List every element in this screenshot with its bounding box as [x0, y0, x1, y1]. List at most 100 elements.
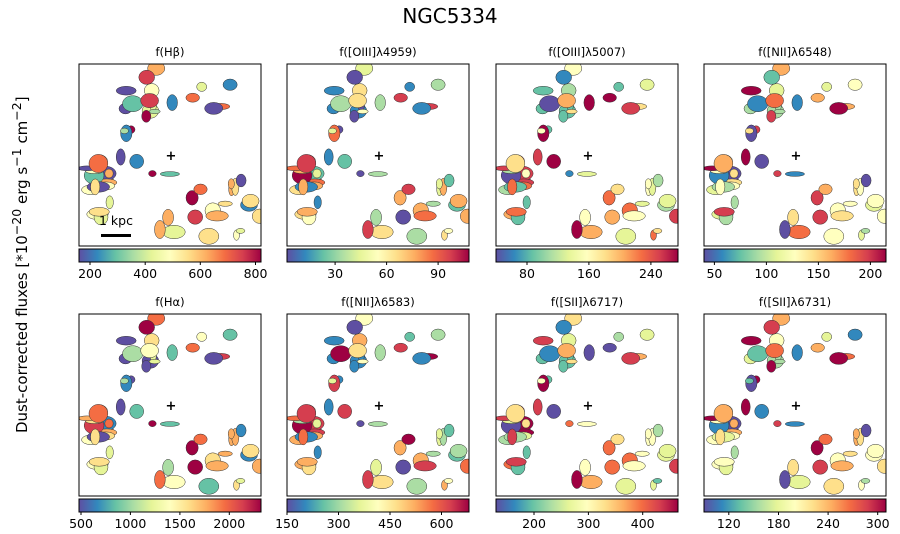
emission-region — [613, 331, 624, 342]
emission-region — [337, 154, 352, 169]
emission-region — [784, 421, 805, 427]
emission-region — [235, 423, 247, 438]
emission-region — [558, 110, 569, 123]
emission-region — [88, 404, 109, 423]
emission-region — [823, 478, 845, 495]
emission-region — [148, 109, 161, 114]
emission-region — [323, 86, 345, 96]
emission-region — [90, 178, 101, 196]
emission-region — [505, 207, 527, 217]
emission-region — [565, 170, 574, 177]
emission-region — [565, 109, 578, 114]
colorbar — [495, 498, 679, 513]
center-marker: + — [791, 399, 802, 414]
emission-region — [539, 95, 561, 112]
panel-title: f(Hα) — [155, 295, 184, 309]
emission-region — [847, 78, 863, 91]
emission-region — [576, 171, 597, 177]
emission-region — [435, 178, 443, 190]
emission-region — [330, 345, 352, 362]
emission-region — [555, 319, 572, 335]
emission-region — [652, 423, 664, 438]
emission-region — [669, 458, 678, 474]
emission-region — [356, 109, 369, 114]
emission-region — [565, 359, 578, 364]
emission-region — [241, 444, 260, 458]
emission-region — [193, 433, 208, 445]
emission-region — [791, 344, 803, 361]
colorbar-tick-label: 90 — [430, 266, 446, 281]
emission-region — [328, 127, 337, 134]
colorbar — [286, 248, 470, 263]
panel-title: f([SII]λ6731) — [759, 295, 831, 309]
emission-region — [312, 168, 322, 179]
emission-region — [621, 102, 641, 115]
emission-region — [507, 178, 518, 196]
emission-region — [821, 81, 832, 92]
emission-region — [652, 173, 664, 188]
emission-region — [148, 420, 157, 427]
emission-region — [532, 398, 543, 416]
emission-region — [779, 220, 791, 239]
panel-image — [496, 64, 678, 245]
emission-region — [818, 433, 833, 445]
emission-region — [602, 440, 616, 456]
emission-region — [187, 209, 203, 225]
panel-7: f([SII]λ6717) +200 300 400 — [495, 295, 679, 531]
emission-region — [555, 69, 572, 85]
panel-title: f(Hβ) — [155, 45, 184, 59]
emission-region — [193, 183, 208, 195]
panel-6: f([NII]λ6583) +150 300 450 600 — [275, 295, 470, 531]
emission-region — [198, 478, 220, 495]
emission-region — [406, 228, 428, 245]
emission-region — [583, 344, 595, 361]
emission-region — [154, 220, 166, 239]
panel-image — [287, 64, 469, 245]
center-marker: + — [166, 399, 177, 414]
colorbar-tick-label: 1500 — [164, 516, 196, 531]
emission-region — [602, 342, 617, 353]
panel-1: f(Hβ) +1 kpc 200 400 600 800 — [78, 45, 267, 281]
emission-region — [546, 154, 561, 169]
emission-region — [818, 183, 833, 195]
colorbar-tick-label: 200 — [858, 266, 882, 281]
emission-region — [505, 457, 527, 467]
emission-region — [658, 444, 677, 458]
colorbar-tick-label: 50 — [706, 266, 722, 281]
emission-region — [537, 377, 546, 384]
emission-region — [217, 200, 233, 207]
emission-region — [413, 210, 437, 222]
emission-region — [557, 93, 576, 108]
colorbar-tick-label: 400 — [631, 516, 655, 531]
emission-region — [159, 421, 180, 427]
colorbar — [703, 498, 887, 513]
emission-region — [362, 220, 374, 239]
emission-region — [860, 173, 872, 188]
panel-2: f([OIII]λ4959) +30 60 90 — [286, 45, 470, 281]
panel-title: f([NII]λ6583) — [341, 295, 414, 309]
emission-region — [104, 168, 114, 179]
emission-region — [323, 398, 334, 416]
panel-frame — [495, 313, 679, 497]
emission-region — [773, 420, 782, 427]
emission-region — [579, 209, 591, 226]
emission-region — [787, 225, 811, 239]
emission-region — [227, 178, 235, 190]
colorbar-tick-label: 80 — [519, 266, 535, 281]
emission-region — [443, 228, 454, 234]
emission-region — [604, 209, 620, 225]
colorbar — [495, 248, 679, 263]
emission-region — [532, 336, 554, 346]
emission-region — [235, 228, 246, 234]
center-marker: + — [791, 149, 802, 164]
emission-region — [505, 154, 526, 173]
emission-region — [105, 195, 114, 210]
emission-region — [576, 421, 597, 427]
emission-region — [740, 148, 751, 166]
emission-region — [140, 93, 159, 108]
emission-region — [348, 93, 367, 108]
colorbar-tick-label: 450 — [378, 516, 402, 531]
emission-region — [374, 94, 386, 111]
colorbar-tick-label: 600 — [430, 516, 454, 531]
